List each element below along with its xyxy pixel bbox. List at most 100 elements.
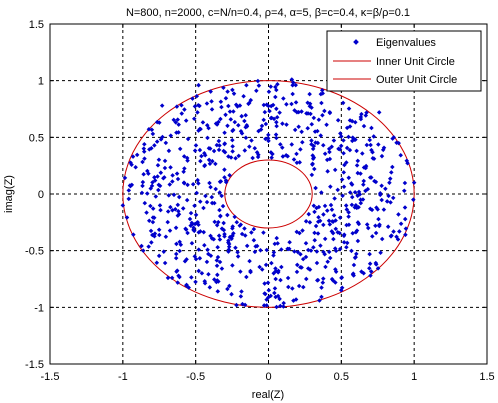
eigenvalue-point xyxy=(272,286,278,291)
eigenvalue-point xyxy=(292,127,298,133)
y-tick-label: -1.5 xyxy=(25,359,44,371)
eigenvalue-point xyxy=(212,277,217,282)
eigenvalue-point xyxy=(379,197,384,203)
eigenvalue-point xyxy=(341,138,346,143)
eigenvalue-point xyxy=(356,221,362,227)
eigenvalue-point xyxy=(271,271,276,276)
eigenvalue-point xyxy=(369,207,375,213)
eigenvalue-point xyxy=(368,273,373,278)
eigenvalue-point xyxy=(289,142,295,147)
eigenvalue-point xyxy=(397,229,402,234)
eigenvalue-point xyxy=(256,83,262,88)
eigenvalue-point xyxy=(239,289,244,294)
eigenvalue-point xyxy=(309,172,315,178)
eigenvalue-point xyxy=(349,248,354,254)
eigenvalue-point xyxy=(376,142,381,147)
eigenvalue-point xyxy=(122,175,128,181)
eigenvalue-point xyxy=(324,122,329,127)
eigenvalue-point xyxy=(331,138,337,143)
eigenvalue-point xyxy=(273,266,278,271)
eigenvalue-point xyxy=(217,259,223,265)
eigenvalue-point xyxy=(353,137,358,142)
eigenvalue-point xyxy=(293,297,299,302)
eigenvalue-point xyxy=(199,270,205,276)
eigenvalue-point xyxy=(294,269,300,275)
eigenvalue-point xyxy=(303,219,309,224)
eigenvalue-point xyxy=(238,294,244,299)
y-tick-label: 1 xyxy=(38,76,44,88)
eigenvalue-point xyxy=(243,113,248,118)
eigenvalue-point xyxy=(333,269,339,274)
eigenvalue-point xyxy=(277,110,282,115)
eigenvalue-point xyxy=(247,258,252,264)
legend-label-inner-circle: Inner Unit Circle xyxy=(376,56,455,68)
eigenvalue-point xyxy=(284,122,289,127)
eigenvalue-point xyxy=(327,109,333,115)
eigenvalue-point xyxy=(368,142,373,148)
eigenvalue-point xyxy=(341,151,346,156)
eigenvalue-point xyxy=(268,150,274,155)
eigenvalue-point xyxy=(320,280,326,285)
eigenvalue-point xyxy=(332,246,338,251)
eigenvalue-point xyxy=(215,254,221,260)
eigenvalue-point xyxy=(235,254,241,259)
eigenvalue-point xyxy=(298,147,303,152)
eigenvalue-point xyxy=(216,119,221,125)
eigenvalue-point xyxy=(197,256,203,261)
eigenvalue-point xyxy=(371,156,377,161)
eigenvalue-point xyxy=(305,247,311,253)
eigenvalue-point xyxy=(350,135,356,140)
eigenvalue-point xyxy=(208,253,214,259)
eigenvalue-point xyxy=(373,260,379,266)
eigenvalue-point xyxy=(329,276,335,282)
eigenvalue-point xyxy=(354,228,360,233)
eigenvalue-point xyxy=(301,284,306,290)
eigenvalue-point xyxy=(266,138,271,144)
eigenvalue-point xyxy=(192,104,198,109)
eigenvalue-point xyxy=(174,104,180,109)
eigenvalue-point xyxy=(370,149,375,155)
chart-title: N=800, n=2000, c=N/n=0.4, ρ=4, α=5, β=c=… xyxy=(126,7,410,19)
eigenvalue-point xyxy=(262,291,267,296)
eigenvalue-point xyxy=(367,266,372,271)
y-tick-label: 0 xyxy=(38,189,44,201)
eigenvalue-point xyxy=(377,222,382,227)
eigenvalue-point xyxy=(367,175,373,180)
eigenvalue-point xyxy=(317,298,322,303)
eigenvalue-point xyxy=(337,215,343,220)
eigenvalue-point xyxy=(159,103,165,108)
eigenvalue-point xyxy=(312,209,317,215)
eigenvalue-point xyxy=(349,202,355,208)
eigenvalue-point xyxy=(361,182,366,187)
eigenvalue-point xyxy=(206,271,211,277)
eigenvalue-point xyxy=(405,160,410,166)
y-tick-label: 0.5 xyxy=(29,132,44,144)
eigenvalue-point xyxy=(225,89,230,94)
eigenvalue-point xyxy=(326,218,332,224)
eigenvalue-point xyxy=(298,251,303,257)
eigenvalue-point xyxy=(175,117,180,122)
eigenvalue-point xyxy=(347,190,353,195)
eigenvalue-point xyxy=(154,260,160,266)
eigenvalue-point xyxy=(314,260,320,266)
eigenvalue-point xyxy=(165,275,171,281)
eigenvalue-point xyxy=(358,200,364,206)
eigenvalue-point xyxy=(227,109,233,114)
eigenvalue-point xyxy=(254,150,260,155)
legend-label-outer-circle: Outer Unit Circle xyxy=(376,74,457,86)
eigenvalue-point xyxy=(326,146,332,152)
legend-label-eigenvalues: Eigenvalues xyxy=(376,37,436,49)
eigenvalue-point xyxy=(214,279,219,285)
eigenvalue-point xyxy=(215,272,220,278)
eigenvalue-point xyxy=(328,202,334,208)
x-tick-label: 0.5 xyxy=(334,371,349,383)
eigenvalue-point xyxy=(190,96,195,101)
x-tick-label: -0.5 xyxy=(186,371,205,383)
eigenvalue-point xyxy=(208,89,213,94)
eigenvalue-point xyxy=(281,96,286,101)
x-tick-label: 1 xyxy=(411,371,417,383)
eigenvalue-point xyxy=(307,267,313,272)
eigenvalue-point xyxy=(341,239,347,245)
eigenvalue-point xyxy=(411,197,416,202)
